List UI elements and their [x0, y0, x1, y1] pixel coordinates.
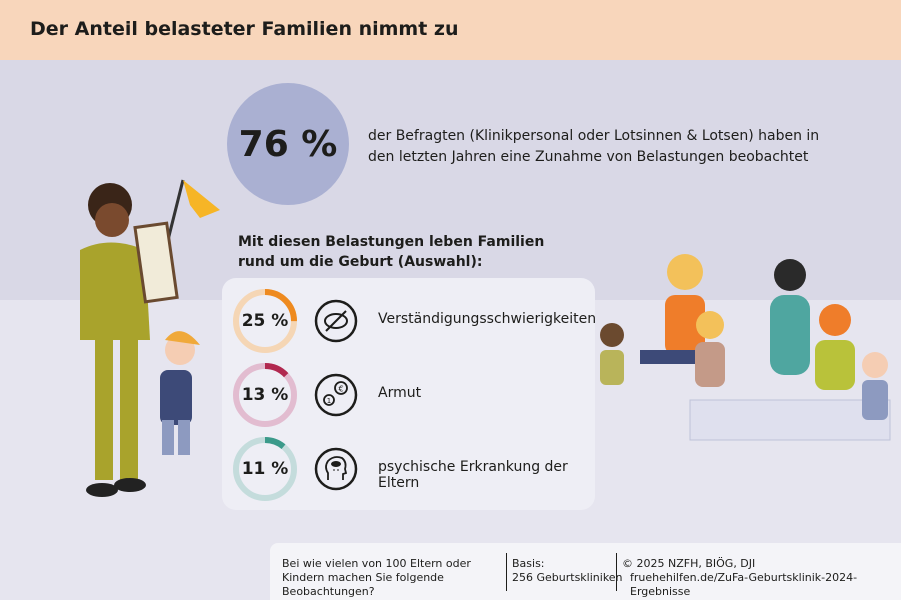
- percentage-value: 11 %: [241, 459, 289, 479]
- coins-icon: €1: [314, 373, 358, 417]
- svg-text:1: 1: [327, 397, 331, 405]
- head-rain-cloud-icon: [314, 447, 358, 491]
- burden-label: psychische Erkrankung der Eltern: [378, 459, 568, 491]
- donut-ring: 11 %: [232, 436, 298, 502]
- illustration-families-waiting: [600, 254, 891, 441]
- burden-label: Armut: [378, 385, 422, 401]
- percentage-value: 25 %: [241, 311, 289, 331]
- burden-list-card: 25 % Verständigungsschwierigkeiten 13 % …: [222, 278, 596, 510]
- basis-label: Basis:: [512, 557, 545, 570]
- headline-percentage: 76 %: [227, 83, 349, 205]
- donut-fill: [233, 289, 297, 353]
- headline-description: der Befragten (Klinikpersonal oder Lotsi…: [368, 128, 820, 165]
- page-title: Der Anteil belasteter Familien nimmt zu: [30, 18, 459, 40]
- burden-item: 11 % psychische Erkrankung der Eltern: [232, 436, 592, 502]
- burden-label: Verständigungsschwierigkeiten: [378, 311, 597, 327]
- section-heading: Mit diesen Belastungen leben Familien ru…: [238, 234, 545, 270]
- basis-info: Basis: 256 Geburtskliniken: [512, 557, 623, 585]
- divider: [506, 553, 507, 591]
- donut-ring: 13 %: [232, 362, 298, 428]
- survey-question: Bei wie vielen von 100 Eltern oder Kinde…: [282, 557, 471, 598]
- divider: [616, 553, 617, 591]
- donut-fill: [233, 437, 297, 501]
- burden-item: 13 % €1 Armut: [232, 362, 592, 428]
- svg-text:€: €: [338, 385, 343, 394]
- footer-box: Bei wie vielen von 100 Eltern oder Kinde…: [270, 543, 901, 600]
- copyright: © 2025 NZFH, BIÖG, DJI: [622, 557, 756, 570]
- donut-ring: 25 %: [232, 288, 298, 354]
- basis-value: 256 Geburtskliniken: [512, 571, 623, 584]
- percentage-value: 13 %: [241, 385, 289, 405]
- source-info: © 2025 NZFH, BIÖG, DJI fruehehilfen.de/Z…: [622, 557, 901, 599]
- illustration-staff-with-flag-and-child: [80, 179, 220, 497]
- donut-fill: [233, 363, 297, 427]
- burden-item: 25 % Verständigungsschwierigkeiten: [232, 288, 596, 354]
- header-band: Der Anteil belasteter Familien nimmt zu: [0, 0, 901, 60]
- speech-crossed-icon: [314, 299, 358, 343]
- source-link[interactable]: fruehehilfen.de/ZuFa-Geburtsklinik-2024-…: [630, 571, 858, 598]
